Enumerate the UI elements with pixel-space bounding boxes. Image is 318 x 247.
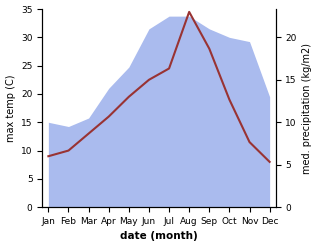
X-axis label: date (month): date (month) — [120, 231, 198, 242]
Y-axis label: med. precipitation (kg/m2): med. precipitation (kg/m2) — [302, 43, 313, 174]
Y-axis label: max temp (C): max temp (C) — [5, 74, 16, 142]
